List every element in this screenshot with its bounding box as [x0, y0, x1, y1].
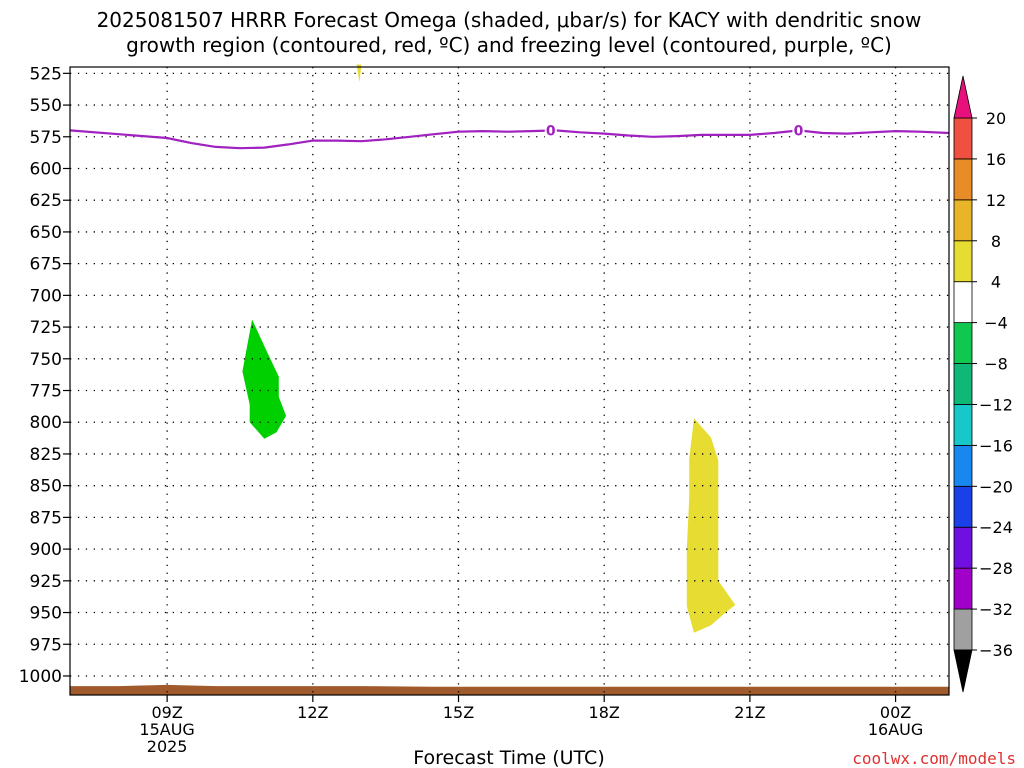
colorbar-tick-label: −12: [979, 395, 1013, 414]
grid-lines: [70, 67, 949, 695]
y-tick-label: 550: [30, 96, 62, 116]
x-tick-label: 15Z: [443, 703, 474, 722]
colorbar-tick-label: 8: [991, 232, 1001, 251]
colorbar-swatch: [953, 363, 973, 405]
freezing-label-bg: [544, 122, 557, 139]
x-axis-label: Forecast Time (UTC): [413, 747, 604, 768]
x-tick-label: 16AUG: [868, 720, 923, 739]
colorbar-tick-label: −20: [979, 477, 1013, 496]
y-axis: 525 550 575 600 625 650 675 700 725 750 775 800 825 8…: [19, 64, 70, 687]
y-tick-label: 700: [30, 286, 62, 306]
y-tick-label: 975: [30, 635, 62, 655]
colorbar-tick-label: 12: [986, 191, 1006, 210]
omega-region-3: [356, 64, 362, 83]
colorbar-swatch: [953, 608, 973, 651]
colorbar-tick-label: −8: [984, 355, 1008, 374]
y-tick-label: 925: [30, 572, 62, 592]
y-tick-label: 875: [30, 508, 62, 528]
y-tick-label: 775: [30, 382, 62, 402]
y-tick-label: 825: [30, 445, 62, 465]
colorbar-tick-label: −32: [979, 600, 1013, 619]
freezing-level-label: 0: [546, 123, 556, 139]
colorbar-swatch: [953, 158, 973, 201]
colorbar-tick-label: 20: [986, 109, 1006, 128]
terrain-fill: [70, 684, 949, 695]
x-tick-label: 18Z: [589, 703, 620, 722]
colorbar: −36 −32 −28 −24 −20 −16 −12 −8 −4 4 8 12 16 20: [953, 75, 1013, 693]
colorbar-swatch: [953, 567, 973, 610]
y-tick-label: 750: [30, 350, 62, 370]
y-tick-label: 950: [30, 604, 62, 624]
colorbar-tick-label: −28: [979, 559, 1013, 578]
colorbar-tick-label: 16: [986, 150, 1006, 169]
omega-region-2: [686, 418, 736, 633]
y-tick-label: 800: [30, 413, 62, 433]
colorbar-swatch: [953, 199, 973, 242]
colorbar-swatch: [953, 444, 973, 487]
y-tick-label: 575: [30, 128, 62, 148]
colorbar-tick-label: 4: [991, 273, 1001, 292]
colorbar-swatch: [953, 526, 973, 569]
y-tick-label: 850: [30, 477, 62, 497]
x-tick-label: 00Z: [880, 703, 911, 722]
y-tick-label: 675: [30, 255, 62, 275]
colorbar-swatch: [953, 485, 973, 528]
x-tick-label: 21Z: [734, 703, 765, 722]
x-tick-label: 09Z: [151, 703, 182, 722]
chart-title-line1: 2025081507 HRRR Forecast Omega (shaded, …: [97, 8, 922, 32]
colorbar-tick-label: −24: [979, 518, 1013, 537]
y-tick-label: 900: [30, 540, 62, 560]
x-tick-label: 15AUG: [139, 720, 194, 739]
colorbar-swatch: [953, 240, 973, 283]
colorbar-tick-label: −36: [979, 641, 1013, 660]
omega-region-1: [242, 319, 287, 439]
y-tick-label: 1000: [19, 667, 62, 687]
colorbar-swatch: [953, 322, 973, 364]
colorbar-tick-label: −4: [984, 314, 1008, 333]
freezing-level-label: 0: [794, 123, 804, 139]
y-tick-label: 525: [30, 64, 62, 84]
colorbar-tick-label: −16: [979, 436, 1013, 455]
colorbar-under-arrow: [953, 649, 973, 693]
freezing-level-line: [69, 129, 950, 150]
freezing-label-bg: [792, 122, 805, 139]
y-tick-label: 725: [30, 318, 62, 338]
plot-frame: [69, 66, 950, 696]
omega-shading: [70, 64, 949, 695]
colorbar-over-arrow: [953, 75, 973, 119]
y-tick-label: 625: [30, 191, 62, 211]
colorbar-swatch: [953, 281, 973, 324]
colorbar-swatch: [953, 404, 973, 446]
chart-title-line2: growth region (contoured, red, ºC) and f…: [126, 33, 892, 57]
source-credit: coolwx.com/models: [852, 749, 1016, 768]
x-tick-label: 2025: [147, 737, 188, 756]
y-tick-label: 650: [30, 223, 62, 243]
colorbar-swatch: [953, 117, 973, 160]
y-tick-label: 600: [30, 159, 62, 179]
x-tick-label: 12Z: [297, 703, 328, 722]
